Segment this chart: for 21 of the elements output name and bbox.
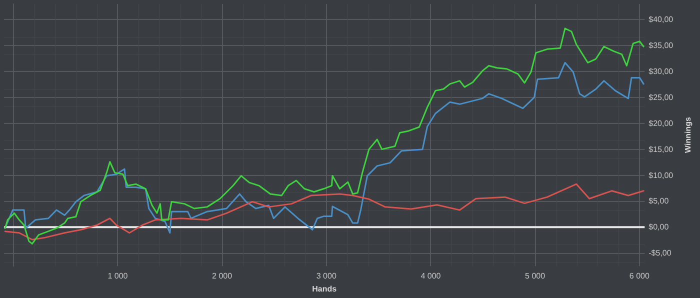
x-tick-label: 4 000 bbox=[420, 272, 442, 281]
y-tick-label: $35,00 bbox=[648, 41, 674, 50]
x-tick-label: 2 000 bbox=[212, 272, 233, 281]
y-tick-label: $30,00 bbox=[648, 66, 674, 76]
y-tick-label: $15,00 bbox=[648, 144, 674, 154]
x-axis-title: Hands bbox=[312, 284, 338, 294]
line-series bbox=[4, 28, 644, 245]
x-tick-label: 1 000 bbox=[108, 272, 128, 281]
x-tick-label: 5 000 bbox=[525, 272, 546, 281]
y-tick-label: $20,00 bbox=[648, 118, 674, 128]
line-series bbox=[4, 62, 644, 234]
y-tick-label: $25,00 bbox=[648, 92, 674, 102]
x-tick-label: 3 000 bbox=[316, 272, 337, 281]
y-tick-label: $0,00 bbox=[648, 222, 670, 232]
x-tick-label: 6 000 bbox=[629, 272, 650, 281]
y-tick-label: $40,00 bbox=[648, 15, 674, 24]
y-tick-label: $10,00 bbox=[648, 170, 674, 180]
y-tick-label: -$5,00 bbox=[648, 248, 672, 258]
y-axis-title: Winnings bbox=[684, 116, 692, 154]
y-tick-label: $5,00 bbox=[648, 196, 670, 206]
line-series bbox=[4, 183, 644, 240]
